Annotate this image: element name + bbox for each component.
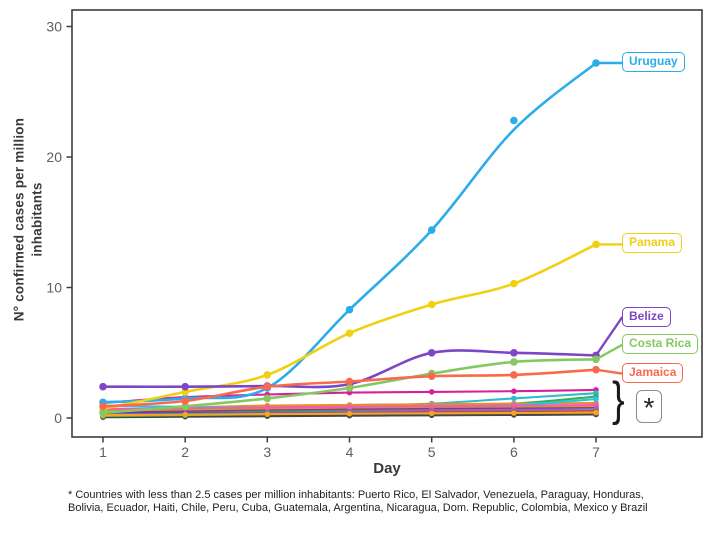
y-tick-label: 30 <box>46 19 62 35</box>
x-tick-label: 6 <box>510 444 518 460</box>
y-tick-label: 10 <box>46 280 62 296</box>
x-tick-label: 5 <box>428 444 436 460</box>
y-tick-label: 0 <box>54 410 62 426</box>
line-panama-point <box>181 388 189 396</box>
line-belize-point <box>510 349 518 357</box>
x-axis: 1 2 3 4 5 6 7 <box>99 437 600 460</box>
line-uruguay-point <box>510 116 518 125</box>
line-jamaica-point <box>99 402 107 411</box>
line-costa-rica-point <box>345 384 354 392</box>
line-belize-point <box>181 382 189 391</box>
series-label-uruguay: Uruguay <box>622 52 685 73</box>
line-costa-rica-point <box>99 409 107 417</box>
panel-border <box>71 9 703 438</box>
x-tick-label: 4 <box>346 444 354 460</box>
y-tick-label: 20 <box>46 149 62 165</box>
x-tick-label: 7 <box>592 444 600 460</box>
label-connector-belize <box>594 316 624 357</box>
asterisk-group-line-13-point <box>511 402 517 409</box>
asterisk-group-line-18-point <box>346 410 353 417</box>
x-tick-label: 2 <box>181 444 189 460</box>
line-jamaica-point <box>510 371 518 379</box>
asterisk-group-line-18-point <box>593 409 599 416</box>
footnote: * Countries with less than 2.5 cases per… <box>68 489 648 515</box>
asterisk-group-line-1-point <box>428 389 435 395</box>
asterisk-group-line-1-point <box>511 388 517 395</box>
y-axis-title: N° confirmed cases per million inhabitan… <box>11 117 44 322</box>
brace-annotation: } <box>612 373 625 426</box>
asterisk-group-line-18-point <box>264 411 271 417</box>
asterisk-group-line-13-point <box>593 402 599 408</box>
line-panama-point <box>345 329 354 338</box>
line-costa-rica-point <box>510 358 518 366</box>
line-jamaica-point <box>345 377 354 386</box>
asterisk-box: * <box>636 390 662 423</box>
line-jamaica-point <box>181 397 189 405</box>
series-label-belize: Belize <box>622 306 671 327</box>
asterisk-group-line-2-point <box>511 395 517 402</box>
series-label-panama: Panama <box>622 233 683 254</box>
line-belize-point <box>427 349 436 357</box>
line-jamaica-point <box>427 372 436 381</box>
line-panama-point <box>263 371 272 379</box>
x-tick-label: 3 <box>263 444 271 460</box>
x-axis-title: Day <box>373 460 401 477</box>
asterisk-symbol: * <box>643 392 655 423</box>
asterisk-group-line-18-point <box>511 410 517 416</box>
y-axis: 0 10 20 30 <box>46 19 72 426</box>
label-connector-costa-rica <box>594 343 624 361</box>
label-connector-jamaica <box>594 368 624 375</box>
series-label-costa-rica: Costa Rica <box>622 333 699 354</box>
asterisk-group-line-13-point <box>346 404 353 410</box>
series-label-jamaica: Jamaica <box>622 362 684 383</box>
asterisk-group-line-12-point <box>593 396 599 402</box>
asterisk-group-line-13-point <box>428 403 435 410</box>
asterisk-group-line-18-point <box>182 411 188 418</box>
line-panama-point <box>427 300 436 309</box>
line-costa-rica-point <box>263 394 272 403</box>
line-jamaica-point <box>263 382 272 391</box>
asterisk-group-line-18 <box>100 409 599 418</box>
asterisk-group-line-13-point <box>264 404 271 411</box>
line-uruguay-point <box>427 226 436 234</box>
asterisk-group-line-18-point <box>428 410 435 417</box>
line-uruguay-point <box>345 305 354 314</box>
line-costa-rica-point <box>181 402 189 411</box>
x-tick-label: 1 <box>99 444 107 460</box>
line-belize-point <box>99 382 107 391</box>
line-panama-point <box>510 279 518 288</box>
